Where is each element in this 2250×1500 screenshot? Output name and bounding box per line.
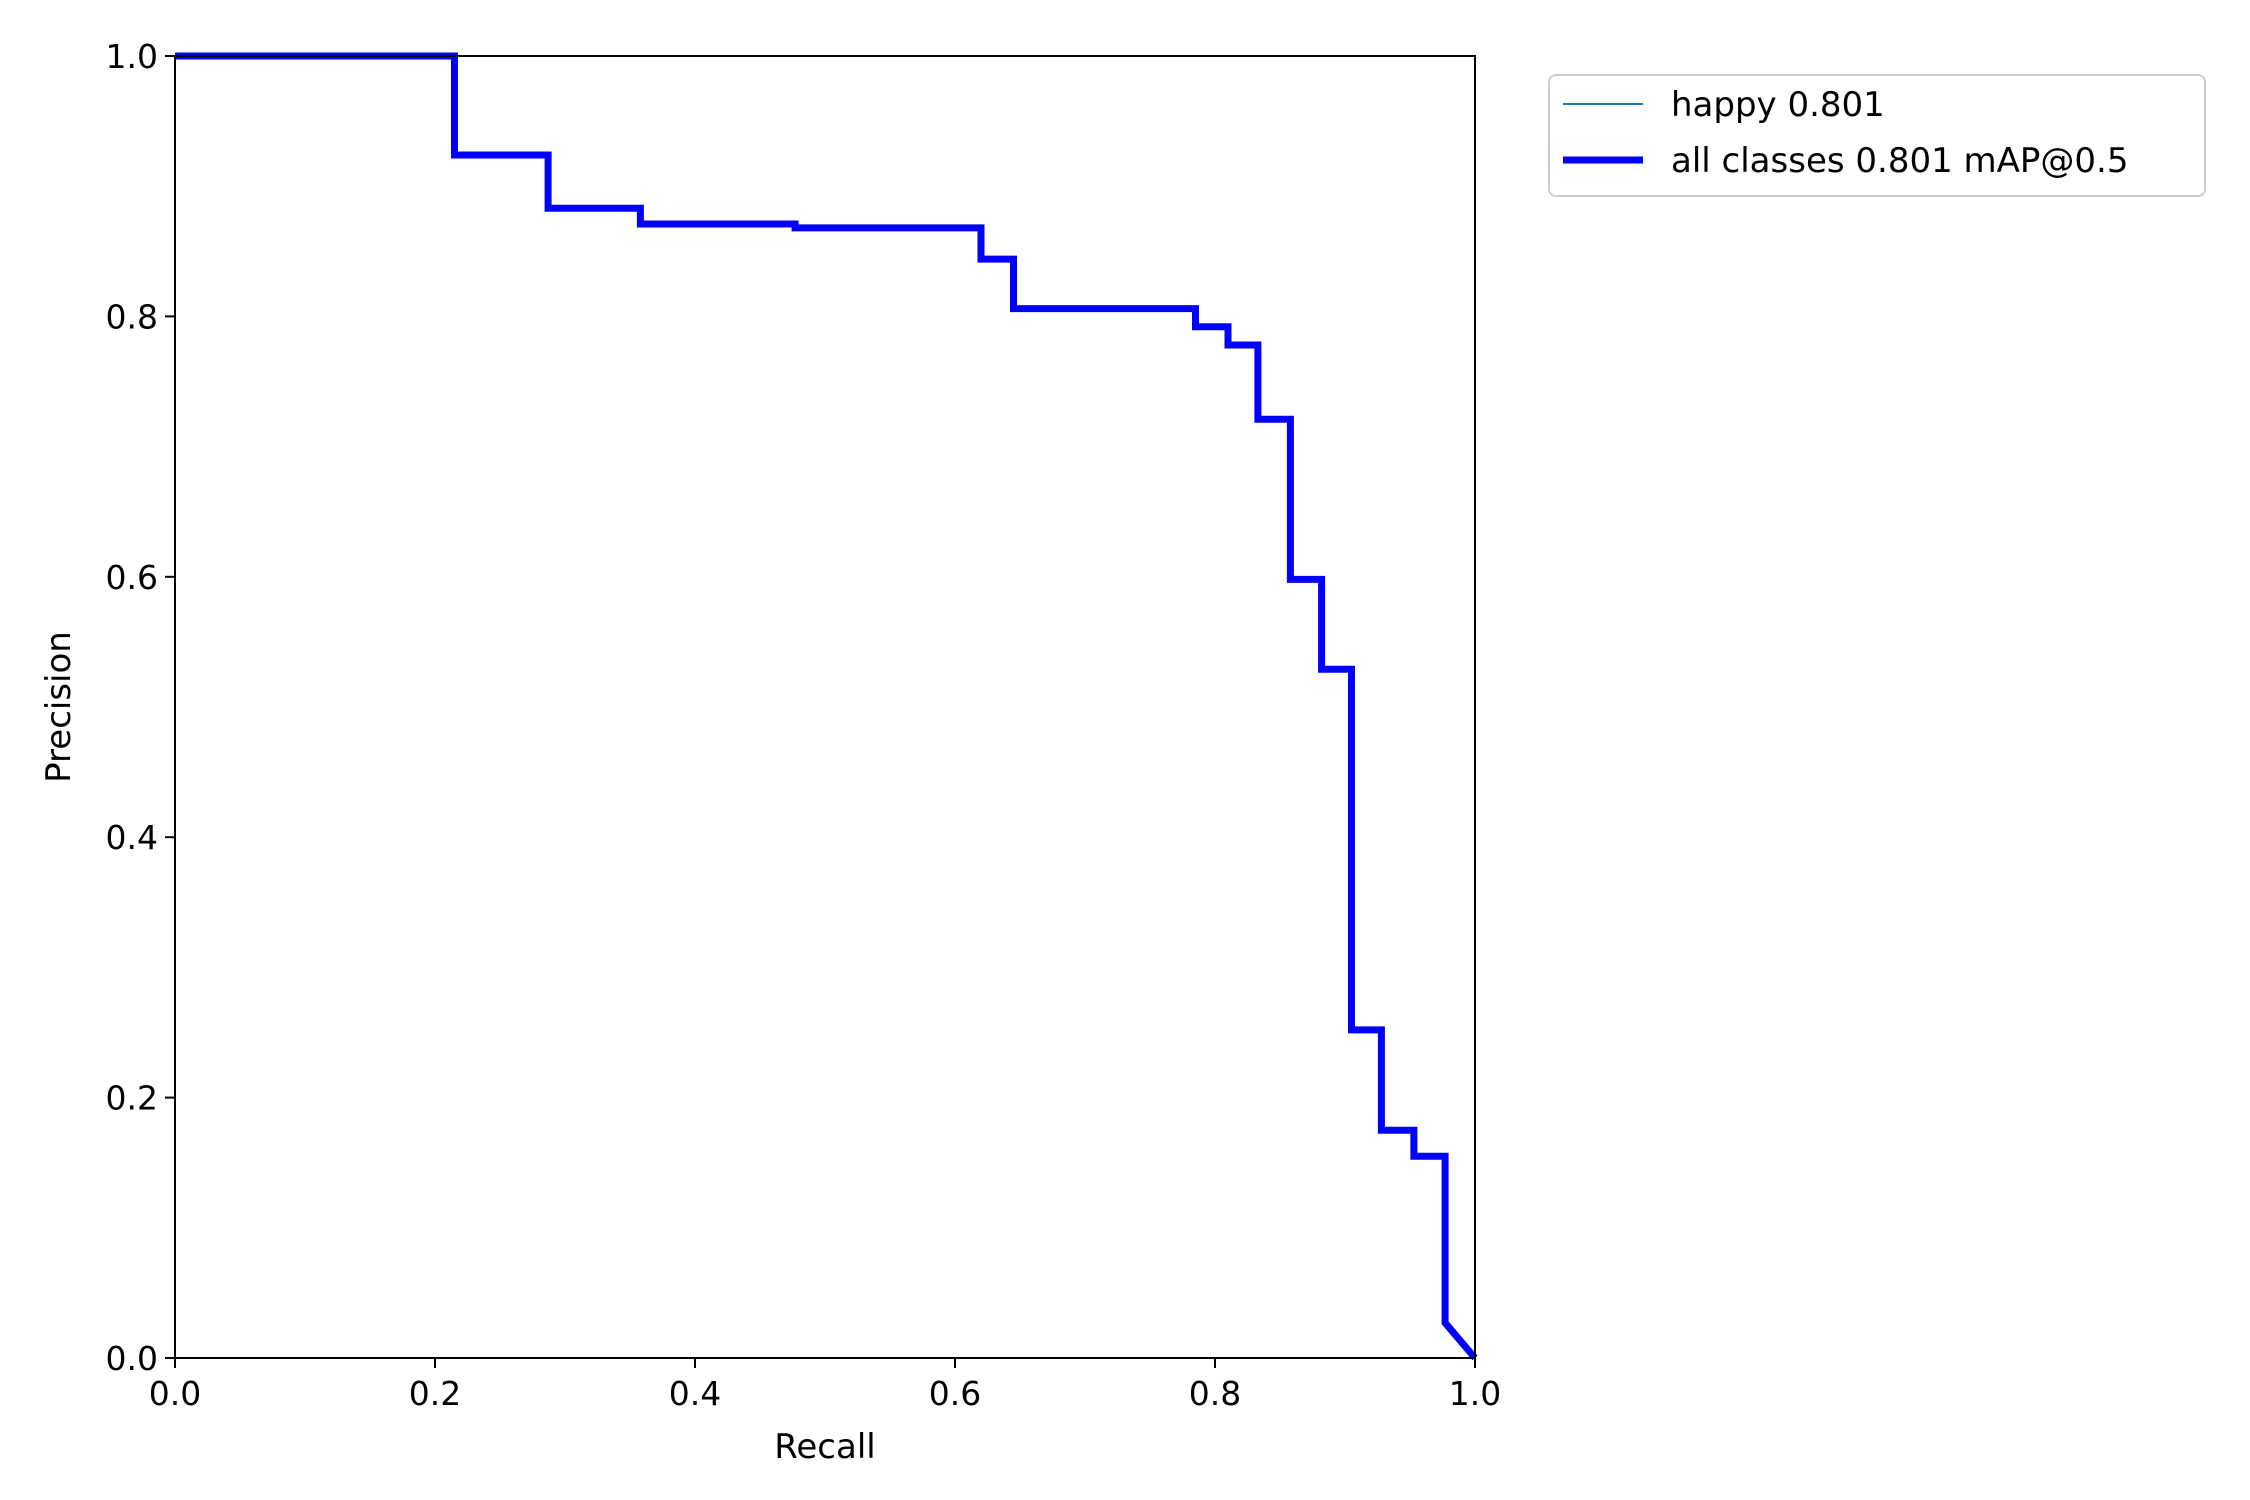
y-axis: 0.0 0.2 0.4 0.6 0.8 1.0 xyxy=(106,37,175,1378)
y-tick-label: 0.0 xyxy=(106,1339,158,1378)
legend-box xyxy=(1548,74,2206,197)
x-tick-label: 1.0 xyxy=(1449,1374,1501,1413)
x-axis: 0.0 0.2 0.4 0.6 0.8 1.0 xyxy=(149,1358,1501,1413)
y-tick-label: 0.4 xyxy=(106,818,158,857)
x-tick-label: 0.2 xyxy=(409,1374,461,1413)
x-tick-label: 0.6 xyxy=(929,1374,981,1413)
legend: happy 0.801 all classes 0.801 mAP@0.5 xyxy=(1548,74,2206,197)
x-tick-label: 0.8 xyxy=(1189,1374,1241,1413)
y-tick-label: 1.0 xyxy=(106,37,158,76)
x-tick-label: 0.4 xyxy=(669,1374,721,1413)
series-line-all-classes xyxy=(175,52,1478,1361)
axes-frame xyxy=(174,55,1476,1359)
x-tick-label: 0.0 xyxy=(149,1374,201,1413)
x-axis-label: Recall xyxy=(774,1427,875,1467)
y-tick-label: 0.8 xyxy=(106,297,158,336)
y-tick-label: 0.2 xyxy=(106,1079,158,1118)
y-tick-label: 0.6 xyxy=(106,558,158,597)
y-axis-label: Precision xyxy=(39,631,79,783)
legend-label-happy: happy 0.801 xyxy=(1671,85,1885,125)
legend-label-all-classes: all classes 0.801 mAP@0.5 xyxy=(1671,141,2128,181)
series-layer xyxy=(175,52,1478,1361)
